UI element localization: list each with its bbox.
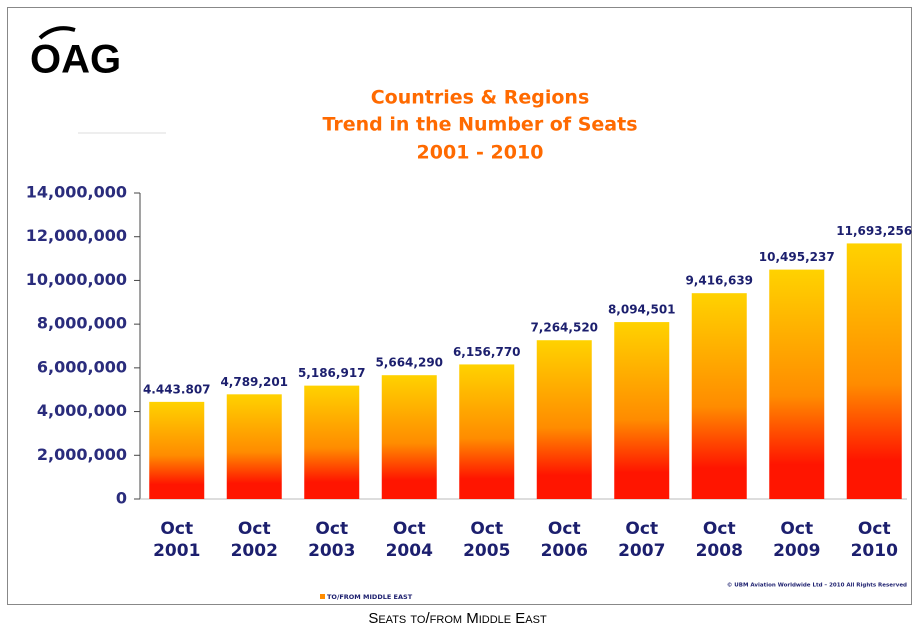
value-label: 6,156,770 bbox=[453, 345, 521, 359]
bar bbox=[149, 401, 205, 499]
value-label: 4,789,201 bbox=[220, 375, 288, 389]
frame bbox=[7, 7, 912, 605]
copyright: © UBM Aviation Worldwide Ltd – 2010 All … bbox=[727, 583, 907, 589]
bar bbox=[769, 269, 825, 499]
x-tick-label: Oct 2007 bbox=[618, 519, 666, 561]
chart-title: Trend in the Number of Seats bbox=[322, 114, 637, 136]
x-tick-label: Oct 2008 bbox=[695, 519, 743, 561]
value-label: 4.443.807 bbox=[143, 382, 211, 396]
logo-swoosh bbox=[38, 26, 76, 40]
value-label: 7,264,520 bbox=[530, 321, 598, 335]
y-tick-label: 4,000,000 bbox=[37, 401, 127, 420]
x-tick-label: Oct 2006 bbox=[540, 519, 588, 561]
x-tick-label: Oct 2001 bbox=[153, 519, 201, 561]
bar bbox=[459, 364, 515, 499]
value-label: 5,664,290 bbox=[375, 356, 443, 370]
x-tick-label: Oct 2002 bbox=[230, 519, 278, 561]
legend-label: TO/FROM MIDDLE EAST bbox=[327, 593, 413, 601]
y-tick-label: 12,000,000 bbox=[26, 226, 127, 245]
x-tick-label: Oct 2005 bbox=[463, 519, 511, 561]
y-tick-label: 8,000,000 bbox=[37, 314, 127, 333]
y-tick-label: 10,000,000 bbox=[26, 270, 127, 289]
x-tick-label: Oct 2004 bbox=[385, 519, 433, 561]
chart-title: 2001 - 2010 bbox=[417, 142, 544, 164]
value-label: 10,495,237 bbox=[759, 250, 835, 264]
bar bbox=[304, 385, 360, 499]
x-tick-label: Oct 2009 bbox=[773, 519, 821, 561]
value-label: 8,094,501 bbox=[608, 303, 676, 317]
value-label: 9,416,639 bbox=[685, 274, 753, 288]
bar bbox=[691, 293, 747, 499]
bar bbox=[614, 322, 670, 499]
chart-title: Countries & Regions bbox=[371, 87, 590, 109]
x-tick-label: Oct 2010 bbox=[850, 519, 898, 561]
y-tick-label: 2,000,000 bbox=[37, 445, 127, 464]
bar bbox=[536, 340, 592, 499]
bar bbox=[846, 243, 902, 499]
value-label: 5,186,917 bbox=[298, 366, 366, 380]
value-label: 11,693,256 bbox=[836, 224, 912, 238]
y-tick-label: 6,000,000 bbox=[37, 357, 127, 376]
logo: OAG bbox=[30, 38, 121, 82]
y-tick-label: 0 bbox=[116, 489, 127, 508]
legend-swatch bbox=[320, 594, 325, 599]
x-tick-label: Oct 2003 bbox=[308, 519, 356, 561]
caption: Seats to/from Middle East bbox=[368, 610, 547, 627]
bar bbox=[226, 394, 282, 499]
y-tick-label: 14,000,000 bbox=[26, 183, 127, 202]
bar bbox=[381, 375, 437, 499]
